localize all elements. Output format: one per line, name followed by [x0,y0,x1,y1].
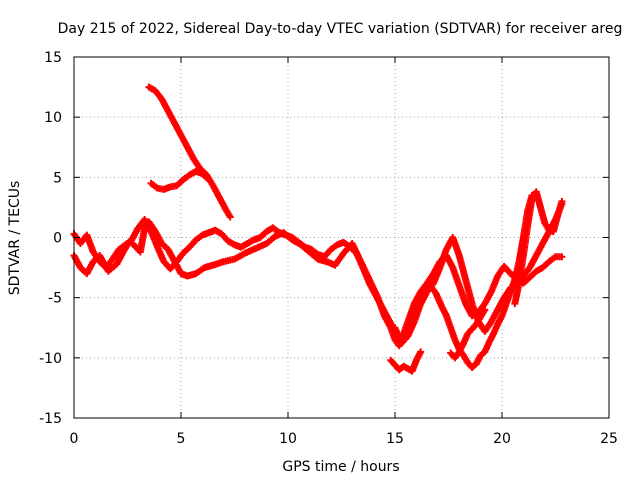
data-point [205,176,213,184]
series-track-b [145,83,234,221]
x-tick-label: 15 [386,431,404,447]
x-tick-label: 5 [177,431,186,447]
chart-title: Day 215 of 2022, Sidereal Day-to-day VTE… [58,21,623,37]
data-point [558,197,566,205]
y-tick-label: -5 [48,291,62,307]
series-track-f [387,348,425,375]
series-track-h [511,188,566,308]
series-track-d [70,215,566,344]
data-points [70,83,566,375]
y-tick-label: 5 [53,170,62,186]
y-tick-label: 10 [44,110,62,126]
x-tick-label: 10 [279,431,297,447]
x-tick-label: 20 [493,431,511,447]
x-tick-label: 25 [600,431,618,447]
data-point [226,213,234,221]
data-point [417,348,425,356]
axis-ticks: 0 5 10 15 20 25 -15 -10 -5 0 5 10 15 [39,50,618,447]
data-point [481,306,489,314]
data-point [558,253,566,261]
y-tick-label: -15 [39,411,62,427]
y-tick-label: 15 [44,50,62,66]
y-tick-label: -10 [39,351,62,367]
series-track-g [447,306,489,362]
x-tick-label: 0 [70,431,79,447]
y-tick-label: 0 [53,231,62,247]
x-axis-label: GPS time / hours [282,459,399,475]
y-axis-label: SDTVAR / TECUs [7,181,23,296]
grid [74,57,609,418]
series-track-c [147,167,213,193]
